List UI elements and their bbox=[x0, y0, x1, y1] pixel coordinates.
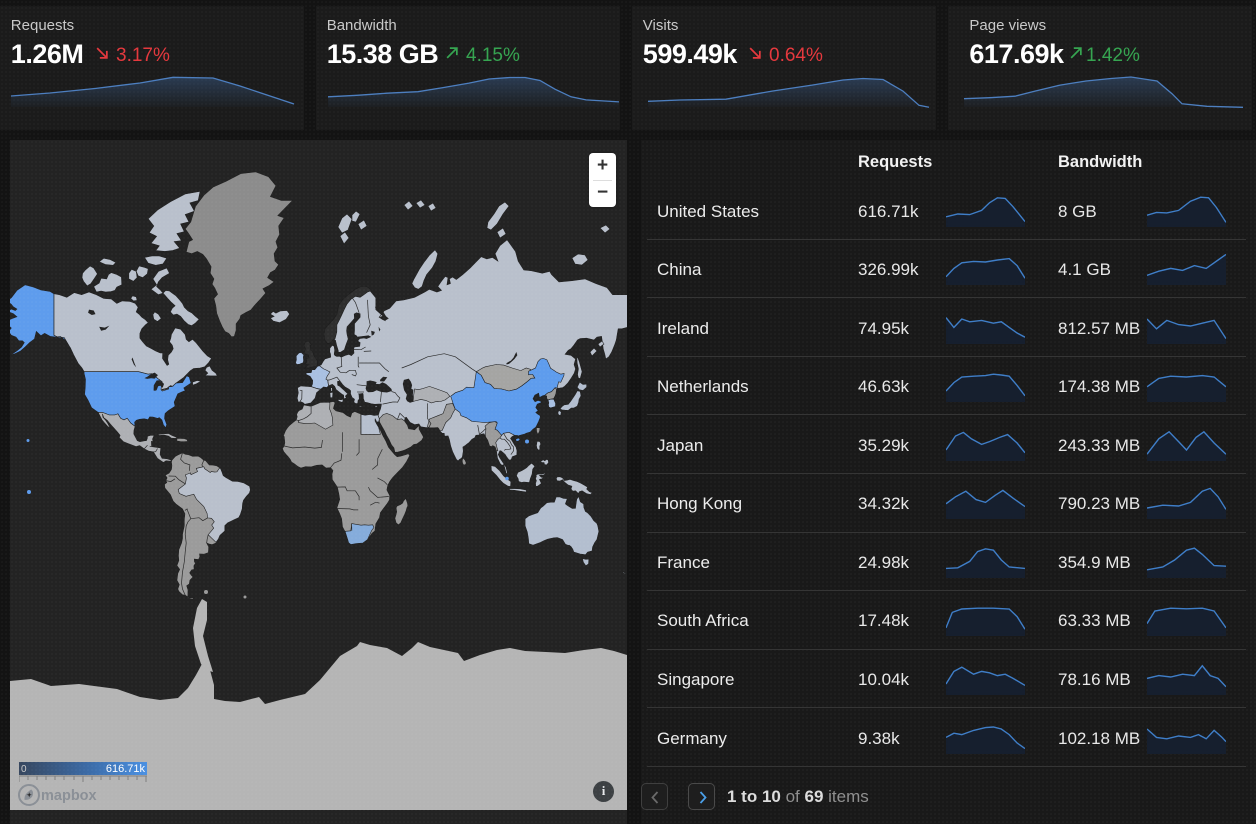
svg-text:0: 0 bbox=[21, 764, 27, 775]
svg-text:616.71k: 616.71k bbox=[106, 763, 146, 775]
svg-text:mapbox: mapbox bbox=[41, 788, 97, 804]
